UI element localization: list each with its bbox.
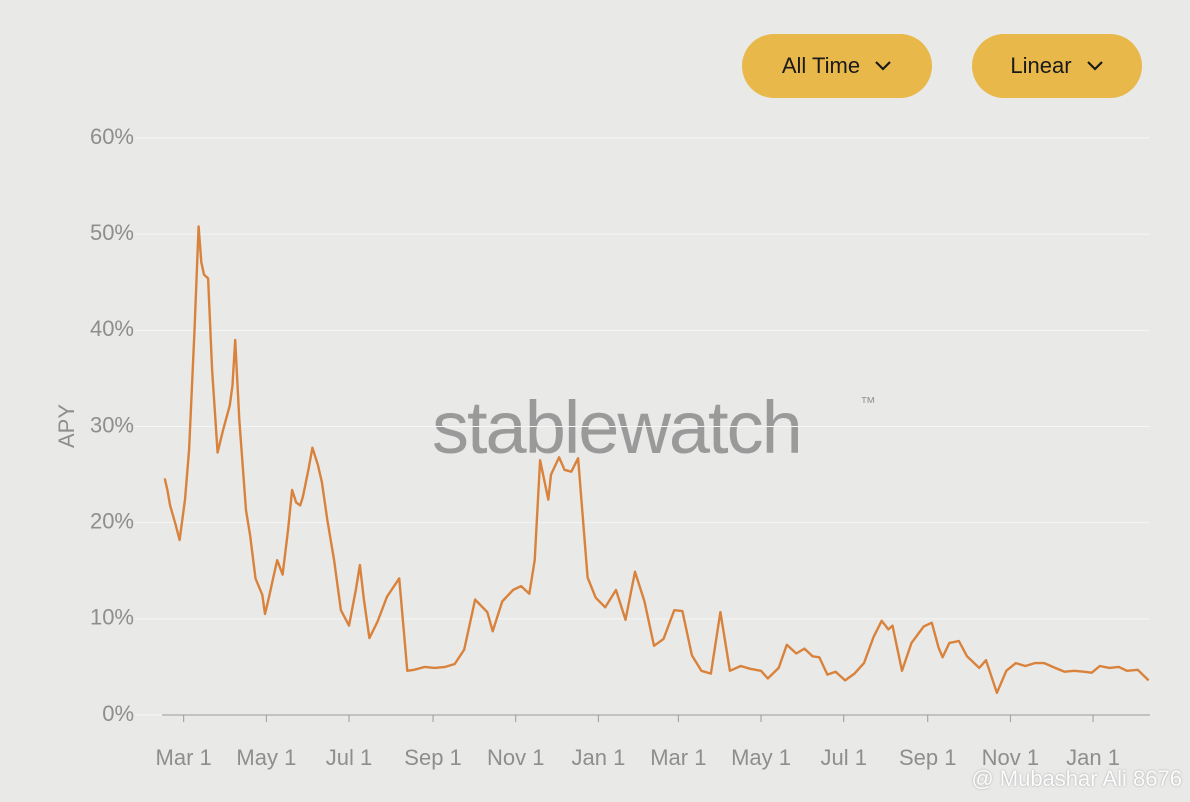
- range-dropdown[interactable]: All Time: [742, 34, 932, 98]
- y-tick-label: 40%: [90, 316, 134, 341]
- x-tick-label: May 1: [236, 745, 296, 770]
- y-axis-label: APY: [54, 404, 79, 448]
- y-tick-label: 60%: [90, 124, 134, 149]
- chevron: [1086, 61, 1103, 71]
- credit: @ Mubashar Ali 8676: [971, 766, 1182, 791]
- y-tick-label: 30%: [90, 412, 134, 437]
- x-tick-label: Sep 1: [899, 745, 957, 770]
- x-tick-label: Jul 1: [820, 745, 866, 770]
- x-tick-label: Jan 1: [1066, 745, 1120, 770]
- x-tick-label: Nov 1: [982, 745, 1039, 770]
- range-label: All Time: [781, 53, 861, 78]
- y-tick-label: 0%: [102, 701, 134, 726]
- trademark: ™: [860, 395, 876, 412]
- x-tick-label: Sep 1: [404, 745, 462, 770]
- y-tick-label: 20%: [90, 508, 134, 533]
- y-tick-label: 50%: [90, 220, 134, 245]
- scale-dropdown[interactable]: Linear: [972, 34, 1142, 98]
- x-tick-label: Jan 1: [571, 745, 625, 770]
- series-line: [163, 225, 1150, 695]
- x-tick-label: Mar 1: [650, 745, 706, 770]
- x-tick-label: Jul 1: [326, 745, 372, 770]
- x-tick-label: May 1: [731, 745, 791, 770]
- x-tick-label: Nov 1: [487, 745, 544, 770]
- chevron: [875, 61, 891, 71]
- brand-watermark: stablewatch: [432, 386, 801, 469]
- scale-label: Linear: [1010, 53, 1072, 78]
- x-tick-label: Mar 1: [156, 745, 212, 770]
- y-tick-label: 10%: [90, 605, 134, 630]
